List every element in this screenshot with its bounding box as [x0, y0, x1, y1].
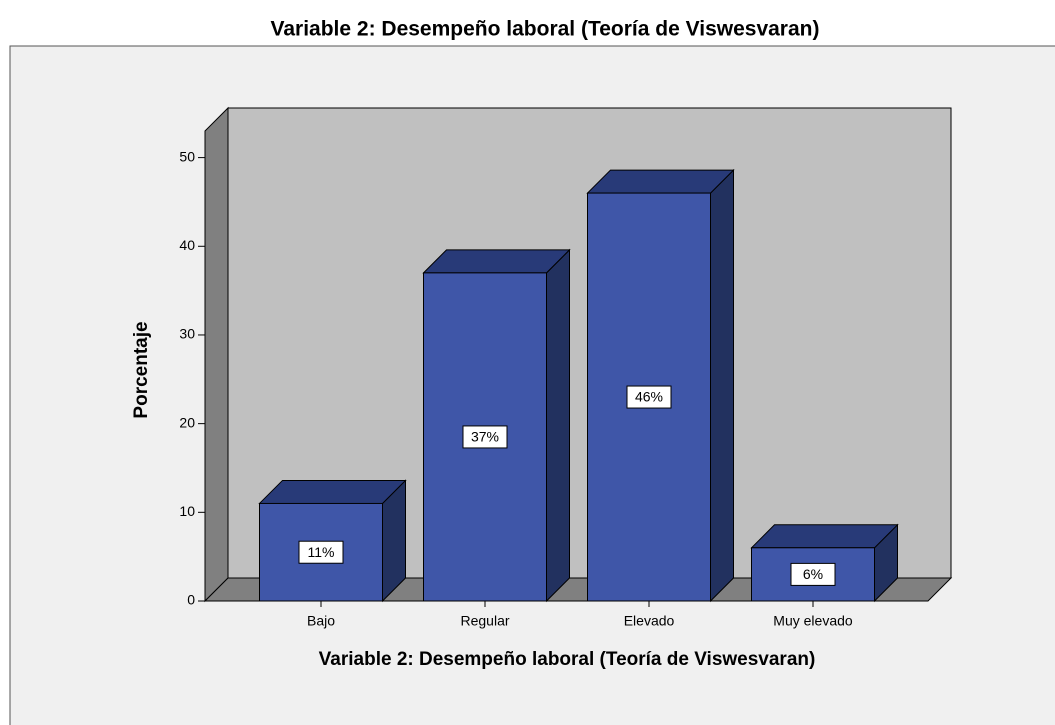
y-tick-label: 30: [179, 326, 195, 342]
x-tick-label: Muy elevado: [773, 613, 853, 629]
x-tick-label: Regular: [460, 613, 509, 629]
y-tick-label: 20: [179, 414, 195, 430]
y-tick-label: 10: [179, 503, 195, 519]
bar-top: [586, 169, 735, 194]
value-label-box: [626, 385, 672, 409]
value-label: 11%: [308, 544, 335, 560]
value-label: 46%: [635, 389, 663, 405]
x-tick-label: Bajo: [307, 613, 335, 629]
bar-side: [710, 168, 734, 603]
y-tick-label: 40: [179, 237, 195, 253]
y-tick-label: 0: [187, 592, 195, 608]
left-wall: [204, 106, 229, 603]
x-axis-label: Variable 2: Desempeño laboral (Teoría de…: [319, 649, 816, 670]
chart-title: Variable 2: Desempeño laboral (Teoría de…: [271, 18, 820, 41]
bar-top: [258, 479, 407, 504]
value-label-box: [462, 425, 508, 449]
x-tick-label: Elevado: [624, 613, 675, 629]
bar-top: [750, 524, 899, 549]
bar-top: [422, 249, 571, 274]
bar: [751, 547, 875, 602]
value-label-box: [298, 540, 344, 564]
value-label: 37%: [471, 429, 499, 445]
value-label-box: [790, 562, 836, 586]
y-tick-label: 50: [179, 148, 195, 164]
bar-side: [546, 248, 570, 603]
y-axis-label: Porcentaje: [131, 321, 152, 418]
value-label: 6%: [803, 566, 823, 582]
